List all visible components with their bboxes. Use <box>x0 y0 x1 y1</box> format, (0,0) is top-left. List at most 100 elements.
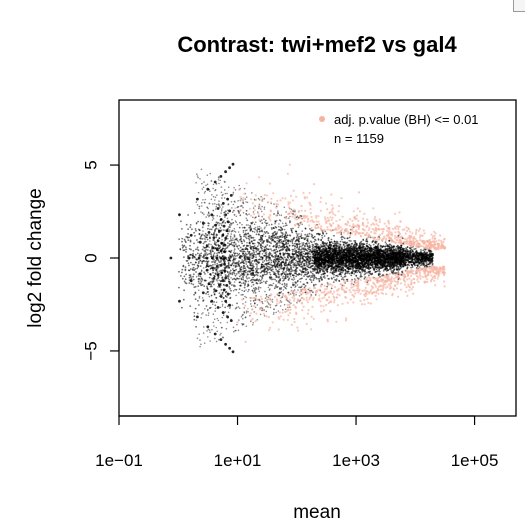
data-point <box>200 270 203 273</box>
data-point <box>430 261 433 264</box>
data-point <box>231 273 234 276</box>
data-point <box>286 240 289 243</box>
data-point <box>289 221 291 224</box>
data-point <box>206 234 208 237</box>
data-point <box>233 284 235 287</box>
data-point <box>309 257 312 260</box>
data-point <box>249 279 252 282</box>
data-point <box>419 264 422 267</box>
data-point <box>303 262 306 265</box>
data-point <box>233 248 236 251</box>
data-point <box>338 246 341 249</box>
data-point <box>233 214 236 216</box>
data-point <box>259 236 262 239</box>
data-point <box>200 252 203 255</box>
data-point <box>273 248 276 251</box>
data-point <box>288 258 291 261</box>
data-point <box>240 284 242 287</box>
data-point <box>209 228 211 231</box>
data-point <box>187 214 190 216</box>
data-point <box>285 262 287 265</box>
data-point <box>303 273 306 276</box>
data-point <box>264 269 266 271</box>
data-point <box>245 310 248 313</box>
data-point <box>275 245 278 248</box>
data-point <box>208 252 211 255</box>
data-point <box>360 273 362 275</box>
data-point <box>200 211 202 213</box>
data-point <box>280 258 282 261</box>
data-point <box>305 259 307 262</box>
data-point <box>298 250 301 253</box>
data-point <box>228 275 230 278</box>
data-point <box>202 259 205 262</box>
data-point <box>254 205 256 207</box>
data-point <box>225 250 228 253</box>
data-point <box>209 306 212 309</box>
data-point <box>282 280 284 282</box>
data-point <box>282 243 285 246</box>
data-point <box>409 261 412 263</box>
data-point <box>310 255 312 258</box>
data-point <box>250 253 253 255</box>
data-point <box>224 295 227 297</box>
data-point <box>215 278 218 281</box>
data-point <box>215 236 218 239</box>
data-point <box>300 263 303 266</box>
data-point <box>235 329 237 332</box>
data-point <box>326 274 329 277</box>
data-point <box>250 248 253 250</box>
data-point <box>367 270 370 273</box>
data-point <box>314 238 316 241</box>
data-point <box>366 271 368 274</box>
data-point <box>252 290 254 292</box>
data-point <box>291 274 294 277</box>
data-point <box>256 264 258 266</box>
data-point <box>267 302 270 305</box>
data-point <box>199 279 202 281</box>
data-point <box>266 222 269 224</box>
data-point <box>326 285 328 288</box>
data-point <box>272 313 275 315</box>
data-point <box>310 289 313 292</box>
data-point <box>197 262 200 265</box>
data-point <box>354 240 357 242</box>
data-point <box>301 223 304 226</box>
data-point <box>232 237 234 239</box>
data-point <box>229 243 232 246</box>
data-point <box>236 206 239 209</box>
data-point <box>206 187 210 191</box>
data-point <box>217 267 219 269</box>
data-point <box>278 240 281 243</box>
data-point <box>222 297 225 300</box>
data-point <box>363 277 366 280</box>
data-point <box>291 253 294 255</box>
data-point <box>206 309 209 312</box>
data-point <box>229 281 232 284</box>
data-point <box>274 220 277 223</box>
data-point <box>364 272 367 275</box>
data-point <box>233 277 235 280</box>
data-point <box>389 243 391 246</box>
data-point <box>238 265 241 268</box>
data-point <box>217 239 219 241</box>
data-point <box>207 222 210 225</box>
data-point <box>234 255 237 257</box>
data-point <box>197 176 199 179</box>
data-point <box>306 282 309 284</box>
data-point <box>202 332 205 334</box>
data-point <box>188 269 191 272</box>
data-point <box>216 330 218 333</box>
data-point <box>342 278 345 281</box>
data-point <box>300 274 303 276</box>
data-point <box>214 196 217 199</box>
data-point <box>209 264 212 267</box>
data-point <box>230 264 233 267</box>
data-point <box>292 283 294 286</box>
data-point <box>239 257 242 260</box>
data-point <box>225 265 227 267</box>
data-point <box>303 248 306 251</box>
data-point <box>320 273 323 276</box>
data-point <box>191 254 194 257</box>
